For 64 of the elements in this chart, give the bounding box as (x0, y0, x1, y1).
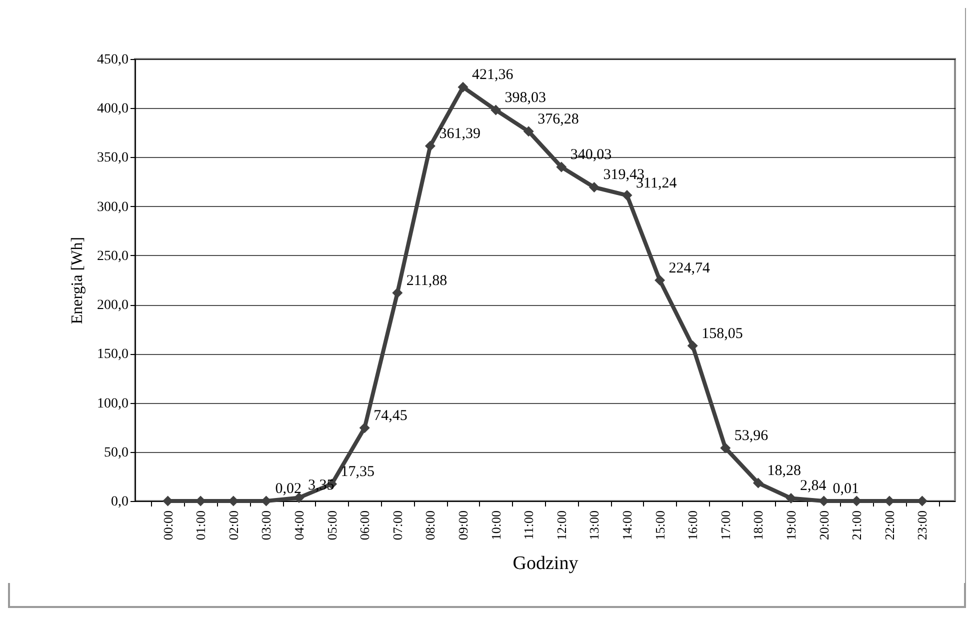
x-tick-label: 13:00 (586, 510, 602, 540)
x-tick-label: 02:00 (226, 510, 241, 540)
data-label: 74,45 (374, 408, 408, 424)
point (359, 422, 370, 434)
data-label: 398,03 (504, 90, 546, 106)
x-tick-label: 11:00 (521, 510, 536, 540)
point (523, 126, 534, 137)
point (752, 478, 764, 488)
data-label: 0,01 (832, 480, 860, 497)
data-label: 53,96 (734, 428, 769, 444)
data-label: 376,28 (538, 111, 579, 128)
point (458, 82, 468, 92)
x-tick-label: 09:00 (456, 510, 470, 540)
data-label: 2,84 (800, 478, 827, 494)
x-tick-label: 18:00 (750, 510, 766, 540)
y-axis-title: Energia [Wh] (69, 236, 86, 324)
x-tick-label: 19:00 (784, 510, 798, 540)
data-label: 17,35 (340, 464, 375, 480)
y-tick-label: 200,0 (97, 298, 128, 314)
x-tick-label: 04:00 (292, 510, 306, 540)
y-tick-label: 350,0 (97, 150, 128, 166)
x-tick-label: 17:00 (718, 510, 733, 540)
y-tick-label: 250,0 (97, 248, 128, 264)
data-label: 18,28 (767, 463, 801, 480)
point (622, 190, 632, 201)
point (490, 104, 502, 116)
y-tick-label: 450,0 (97, 52, 128, 68)
x-tick-label: 14:00 (620, 510, 634, 540)
data-label: 0,02 (275, 480, 302, 497)
x-tick-label: 20:00 (816, 510, 832, 540)
y-tick-label: 100,0 (97, 396, 128, 412)
data-label: 361,39 (439, 126, 480, 142)
point (687, 340, 698, 352)
point (588, 182, 600, 192)
point (654, 275, 666, 286)
point (424, 140, 436, 152)
x-tick-label: 23:00 (914, 510, 930, 540)
y-tick-label: 0,0 (111, 494, 128, 510)
x-tick-label: 16:00 (685, 510, 700, 540)
x-tick-label: 05:00 (324, 510, 340, 540)
x-tick-label: 01:00 (193, 510, 208, 540)
y-tick-label: 50,0 (104, 445, 128, 460)
x-tick-label: 22:00 (882, 510, 897, 540)
x-tick-label: 08:00 (422, 510, 438, 540)
x-tick-label: 12:00 (554, 510, 569, 540)
y-tick-label: 400,0 (97, 102, 128, 117)
data-label: 158,05 (702, 326, 743, 342)
point (392, 288, 403, 298)
x-tick-label: 00:00 (160, 510, 176, 540)
data-label: 211,88 (406, 272, 448, 289)
x-tick-label: 06:00 (357, 510, 372, 540)
point (720, 442, 731, 454)
data-label: 224,74 (668, 260, 711, 276)
x-tick-label: 21:00 (849, 510, 864, 540)
point (556, 162, 567, 172)
x-tick-label: 07:00 (390, 510, 405, 540)
x-tick-label: 03:00 (258, 510, 274, 540)
y-tick-label: 150,0 (97, 347, 128, 362)
y-tick-label: 300,0 (97, 200, 128, 215)
point (786, 492, 796, 504)
data-label: 421,36 (472, 67, 514, 84)
x-tick-label: 10:00 (488, 510, 504, 540)
x-tick-label: 15:00 (652, 510, 668, 540)
x-axis-title: Godziny (512, 553, 579, 574)
